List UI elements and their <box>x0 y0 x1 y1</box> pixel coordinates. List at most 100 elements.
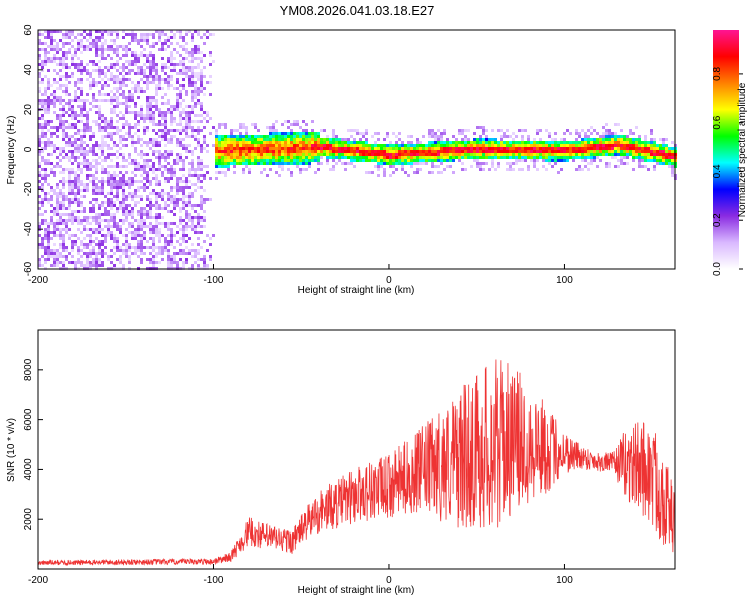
heatmap-cell <box>200 147 203 150</box>
heatmap-cell <box>125 234 128 237</box>
heatmap-cell <box>341 141 344 144</box>
heatmap-cell <box>182 36 185 39</box>
heatmap-cell <box>416 168 419 171</box>
heatmap-cell <box>107 135 110 138</box>
heatmap-cell <box>611 156 614 159</box>
heatmap-cell <box>113 87 116 90</box>
heatmap-cell <box>164 42 167 45</box>
heatmap-cell <box>98 36 101 39</box>
heatmap-cell <box>86 114 89 117</box>
heatmap-cell <box>137 72 140 75</box>
heatmap-cell <box>197 120 200 123</box>
heatmap-cell <box>605 132 608 135</box>
heatmap-cell <box>134 63 137 66</box>
heatmap-cell <box>125 84 128 87</box>
heatmap-cell <box>371 156 374 159</box>
heatmap-cell <box>80 45 83 48</box>
heatmap-cell <box>326 150 329 153</box>
heatmap-cell <box>608 132 611 135</box>
heatmap-cell <box>152 60 155 63</box>
heatmap-cell <box>56 42 59 45</box>
heatmap-cell <box>155 123 158 126</box>
heatmap-cell <box>143 81 146 84</box>
heatmap-cell <box>179 93 182 96</box>
heatmap-cell <box>578 135 581 138</box>
heatmap-cell <box>179 222 182 225</box>
heatmap-cell <box>377 156 380 159</box>
heatmap-cell <box>449 141 452 144</box>
heatmap-cell <box>92 78 95 81</box>
heatmap-cell <box>176 180 179 183</box>
heatmap-cell <box>155 252 158 255</box>
heatmap-cell <box>554 132 557 135</box>
heatmap-cell <box>665 138 668 141</box>
heatmap-cell <box>644 165 647 168</box>
heatmap-cell <box>125 33 128 36</box>
heatmap-cell <box>71 60 74 63</box>
heatmap-cell <box>59 204 62 207</box>
heatmap-cell <box>110 261 113 264</box>
heatmap-cell <box>86 39 89 42</box>
heatmap-cell <box>71 189 74 192</box>
heatmap-cell <box>92 135 95 138</box>
heatmap-cell <box>551 156 554 159</box>
heatmap-cell <box>47 243 50 246</box>
heatmap-cell <box>146 213 149 216</box>
heatmap-cell <box>68 102 71 105</box>
heatmap-cell <box>236 147 239 150</box>
heatmap-cell <box>254 150 257 153</box>
heatmap-cell <box>47 192 50 195</box>
heatmap-cell <box>143 159 146 162</box>
heatmap-cell <box>197 252 200 255</box>
heatmap-cell <box>116 237 119 240</box>
heatmap-cell <box>368 144 371 147</box>
heatmap-cell <box>80 153 83 156</box>
heatmap-cell <box>140 33 143 36</box>
heatmap-cell <box>479 147 482 150</box>
heatmap-cell <box>71 150 74 153</box>
heatmap-cell <box>56 51 59 54</box>
heatmap-cell <box>122 234 125 237</box>
heatmap-cell <box>173 87 176 90</box>
heatmap-cell <box>146 195 149 198</box>
heatmap-cell <box>173 63 176 66</box>
heatmap-cell <box>134 159 137 162</box>
spectrogram-y-tick-label: 60 <box>23 24 34 36</box>
heatmap-cell <box>560 138 563 141</box>
heatmap-cell <box>662 153 665 156</box>
heatmap-cell <box>107 213 110 216</box>
heatmap-cell <box>164 126 167 129</box>
heatmap-cell <box>434 138 437 141</box>
heatmap-cell <box>299 147 302 150</box>
heatmap-cell <box>335 138 338 141</box>
heatmap-cell <box>149 69 152 72</box>
heatmap-cell <box>155 141 158 144</box>
heatmap-cell <box>221 156 224 159</box>
heatmap-cell <box>140 249 143 252</box>
heatmap-cell <box>170 69 173 72</box>
heatmap-cell <box>254 159 257 162</box>
heatmap-cell <box>374 159 377 162</box>
heatmap-cell <box>59 84 62 87</box>
heatmap-cell <box>431 171 434 174</box>
heatmap-cell <box>191 153 194 156</box>
heatmap-cell <box>311 129 314 132</box>
heatmap-cell <box>65 207 68 210</box>
heatmap-cell <box>227 156 230 159</box>
heatmap-cell <box>365 129 368 132</box>
heatmap-cell <box>182 198 185 201</box>
heatmap-cell <box>86 174 89 177</box>
heatmap-cell <box>110 186 113 189</box>
heatmap-cell <box>200 57 203 60</box>
heatmap-cell <box>296 147 299 150</box>
heatmap-cell <box>503 153 506 156</box>
heatmap-cell <box>194 66 197 69</box>
heatmap-cell <box>431 150 434 153</box>
heatmap-cell <box>206 234 209 237</box>
heatmap-cell <box>170 138 173 141</box>
heatmap-cell <box>92 210 95 213</box>
heatmap-cell <box>95 201 98 204</box>
heatmap-cell <box>509 165 512 168</box>
heatmap-cell <box>62 54 65 57</box>
